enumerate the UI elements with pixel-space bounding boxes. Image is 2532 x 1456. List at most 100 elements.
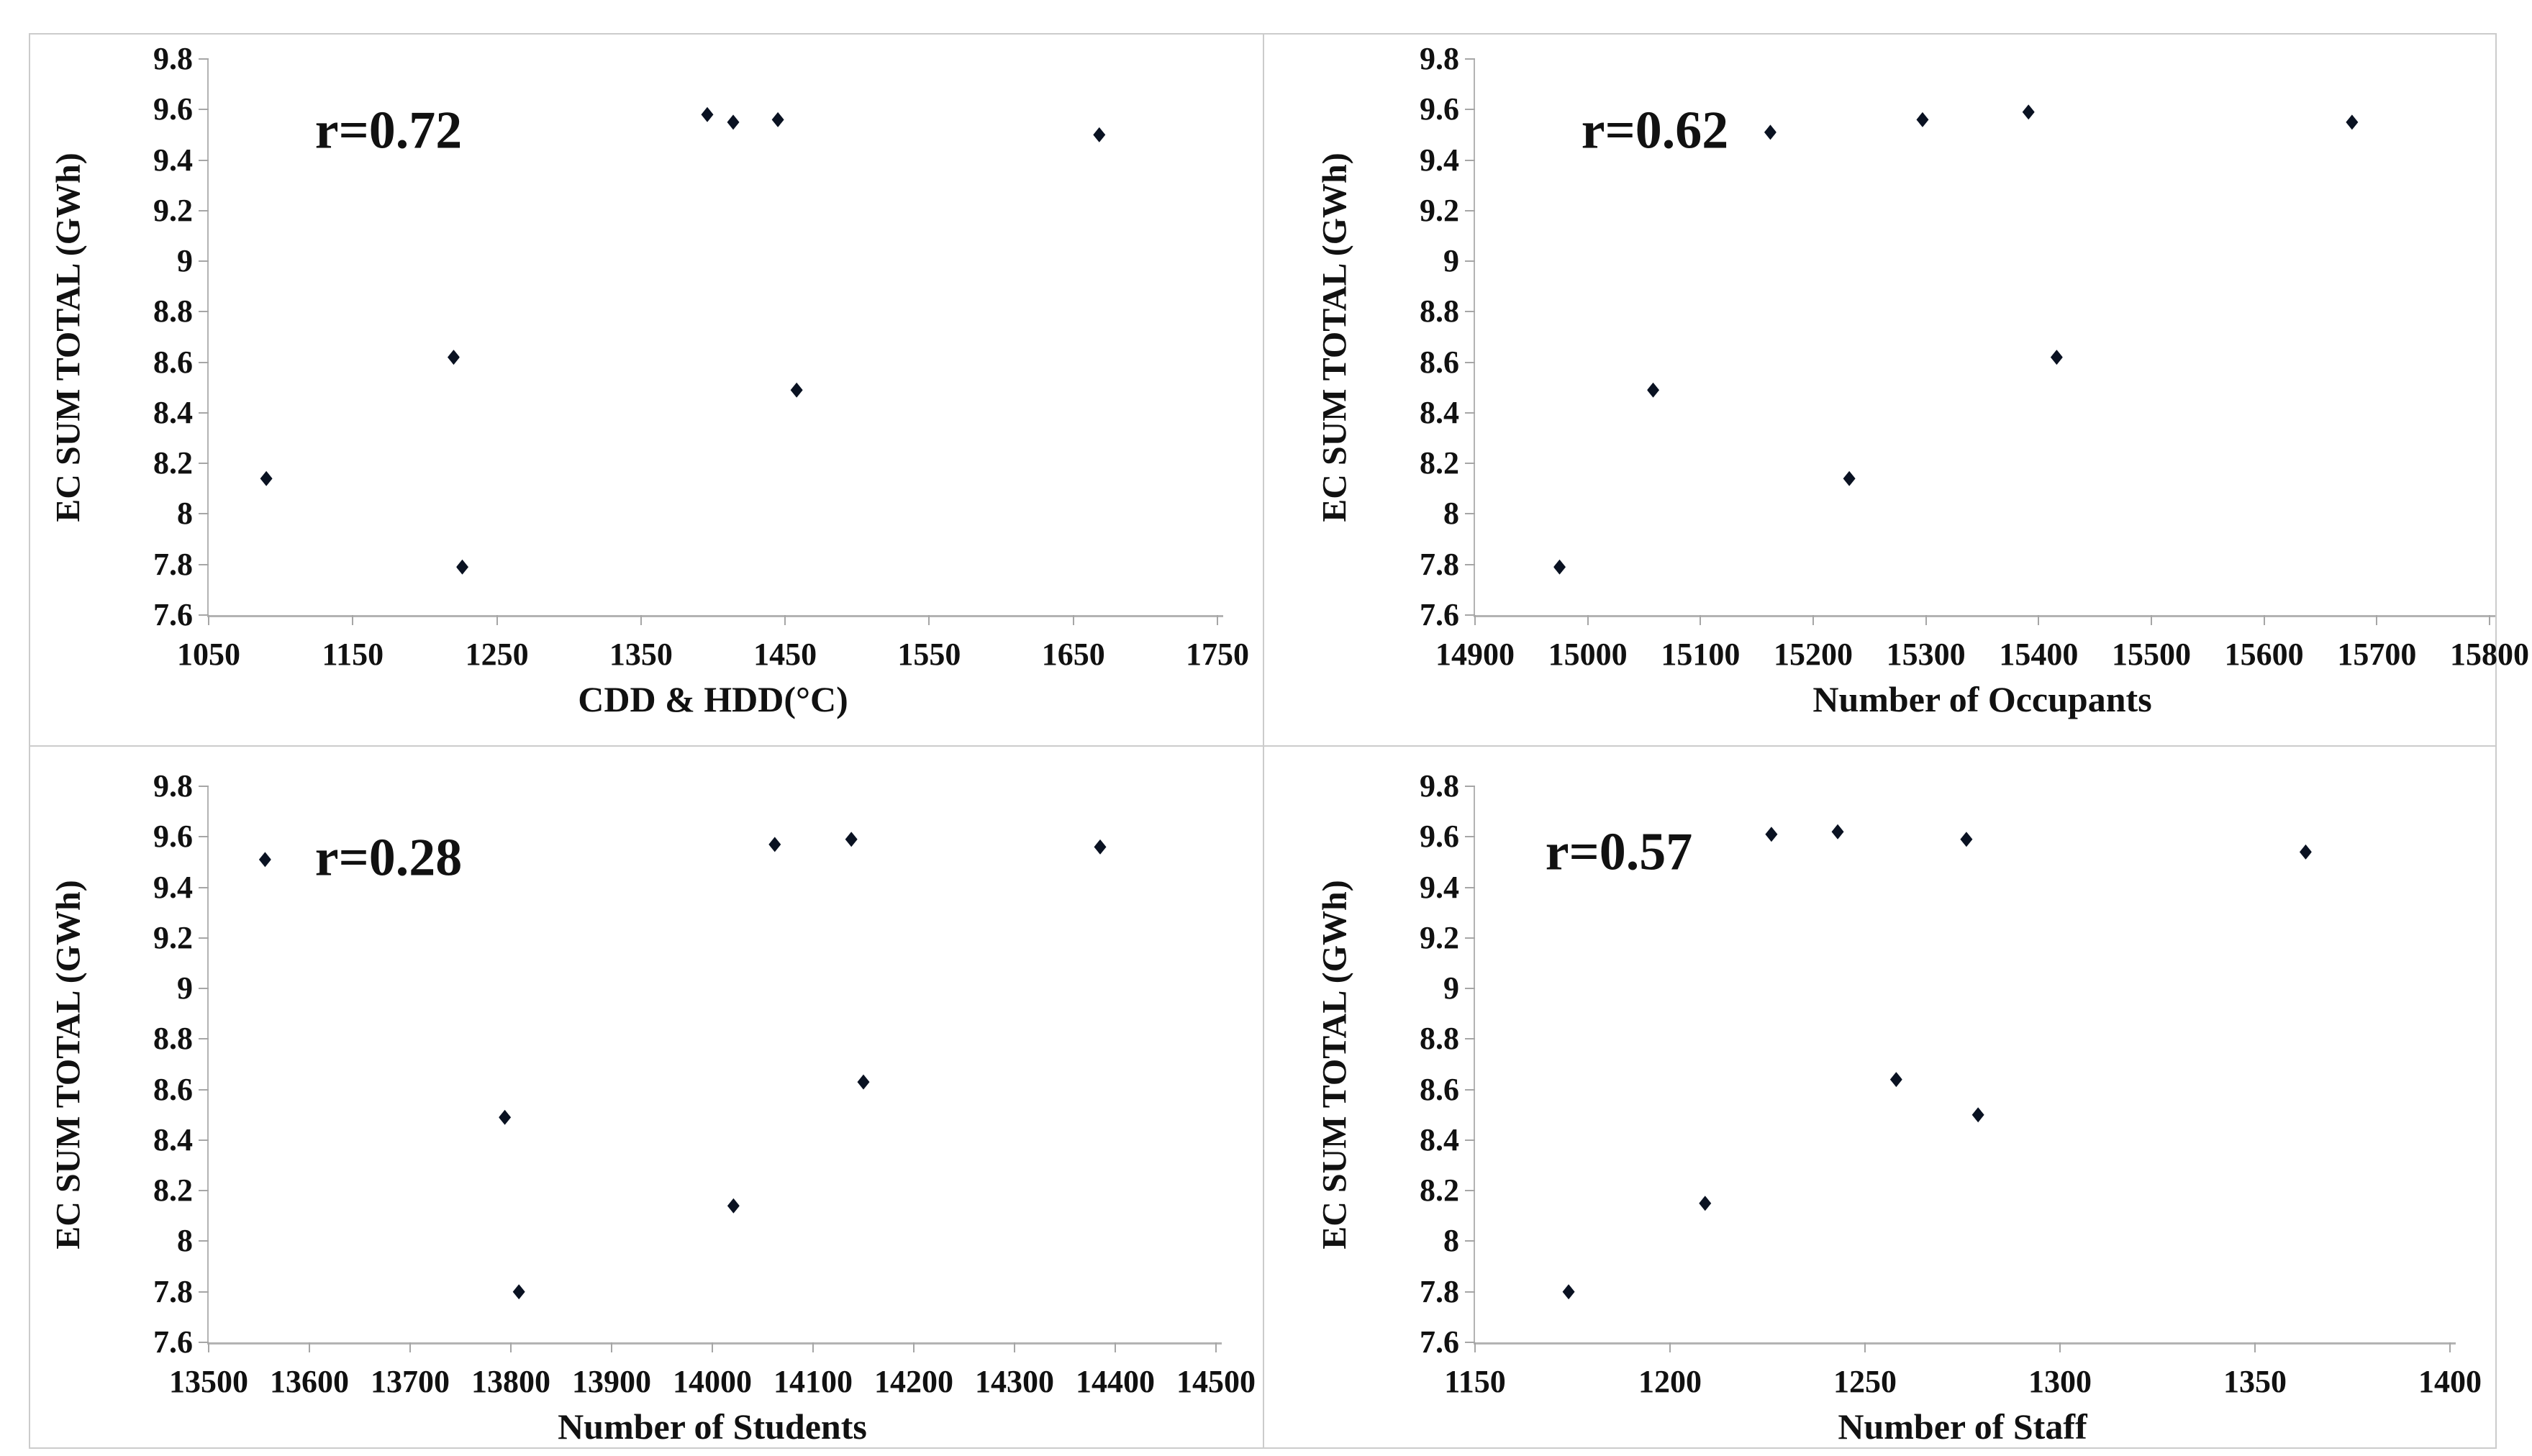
x-tick-label: 14000: [673, 1364, 752, 1399]
y-tick-label: 8.2: [153, 1173, 193, 1209]
y-tick-label: 9.6: [153, 91, 193, 127]
y-tick-label: 9: [1443, 970, 1459, 1006]
y-tick-mark: [1465, 260, 1475, 263]
y-tick-label: 9.2: [1420, 192, 1459, 228]
y-tick-label: 8: [1443, 1223, 1459, 1259]
y-tick-mark: [199, 513, 209, 515]
y-tick-mark: [1465, 1139, 1475, 1141]
data-point-marker: [1094, 839, 1107, 855]
x-axis-line: [1474, 1342, 2456, 1344]
y-tick-label: 9.4: [1420, 142, 1459, 178]
data-point-marker: [260, 470, 273, 486]
x-tick-mark: [913, 1342, 915, 1352]
y-tick-mark: [1465, 1240, 1475, 1242]
x-tick-label: 1050: [177, 637, 240, 672]
y-tick-mark: [199, 1190, 209, 1192]
y-axis-title: EC SUM TOTAL (GWh): [49, 153, 88, 522]
y-tick-label: 8.6: [1420, 344, 1459, 380]
y-tick-mark: [1465, 614, 1475, 616]
data-point-marker: [2299, 844, 2312, 860]
data-point-marker: [512, 1284, 525, 1300]
x-tick-label: 15500: [2112, 637, 2191, 672]
x-tick-label: 1400: [2418, 1364, 2482, 1399]
data-point-marker: [1562, 1284, 1575, 1300]
y-tick-mark: [1465, 1291, 1475, 1293]
y-tick-label: 7.8: [1420, 546, 1459, 582]
y-tick-label: 9: [1443, 243, 1459, 279]
x-tick-label: 13500: [169, 1364, 248, 1399]
y-tick-label: 8.2: [153, 445, 193, 481]
data-point-marker: [456, 559, 468, 575]
y-tick-mark: [199, 1342, 209, 1343]
x-tick-mark: [1700, 615, 1702, 625]
y-tick-mark: [199, 886, 209, 888]
x-tick-label: 13700: [371, 1364, 450, 1399]
scatter-panel-staff: r=0.57 EC SUM TOTAL (GWh) Number of Staf…: [1266, 727, 2532, 1455]
y-tick-label: 8.8: [1420, 294, 1459, 329]
x-tick-mark: [1474, 615, 1476, 625]
data-point-marker: [1889, 1072, 1902, 1088]
x-tick-label: 13800: [471, 1364, 550, 1399]
data-point-marker: [1831, 824, 1844, 840]
y-tick-mark: [1465, 311, 1475, 313]
y-tick-label: 8.8: [1420, 1021, 1459, 1057]
data-point-marker: [499, 1109, 512, 1125]
x-tick-label: 1150: [322, 637, 384, 672]
y-tick-label: 9.6: [1420, 819, 1459, 855]
data-point-marker: [771, 112, 784, 127]
y-tick-mark: [199, 311, 209, 313]
panel-divider-horizontal: [29, 745, 2495, 747]
y-tick-mark: [199, 361, 209, 363]
x-tick-mark: [1115, 1342, 1116, 1352]
y-tick-label: 9.2: [153, 919, 193, 955]
y-tick-mark: [199, 1139, 209, 1141]
x-tick-mark: [1215, 1342, 1217, 1352]
data-point-marker: [845, 832, 858, 847]
data-point-marker: [2022, 104, 2035, 120]
data-point-marker: [768, 837, 781, 852]
data-point-marker: [790, 382, 803, 398]
data-point-marker: [727, 1198, 740, 1214]
x-tick-mark: [1014, 1342, 1015, 1352]
x-tick-label: 1350: [609, 637, 673, 672]
y-tick-label: 7.6: [153, 597, 193, 632]
x-tick-label: 15700: [2337, 637, 2417, 672]
x-tick-mark: [2151, 615, 2152, 625]
y-tick-mark: [1465, 1088, 1475, 1091]
x-tick-label: 1450: [753, 637, 817, 672]
x-axis-line: [207, 1342, 1222, 1344]
x-tick-mark: [309, 1342, 310, 1352]
x-tick-label: 13900: [572, 1364, 651, 1399]
x-tick-label: 13600: [270, 1364, 349, 1399]
y-tick-mark: [199, 58, 209, 60]
correlation-coefficient-label: r=0.28: [314, 828, 463, 888]
y-tick-mark: [199, 1291, 209, 1293]
y-tick-label: 9: [177, 243, 193, 279]
x-tick-label: 1750: [1186, 637, 1249, 672]
x-tick-mark: [2376, 615, 2378, 625]
y-tick-label: 9.6: [1420, 91, 1459, 127]
y-tick-label: 7.6: [1420, 597, 1459, 632]
x-tick-mark: [496, 615, 498, 625]
y-tick-label: 8.6: [1420, 1071, 1459, 1107]
y-tick-mark: [1465, 411, 1475, 414]
y-axis-line: [207, 59, 209, 617]
y-tick-mark: [1465, 1038, 1475, 1040]
y-tick-label: 7.8: [1420, 1273, 1459, 1309]
y-tick-mark: [199, 1088, 209, 1091]
x-tick-label: 1150: [1444, 1364, 1506, 1399]
y-tick-mark: [1465, 109, 1475, 111]
y-tick-mark: [199, 109, 209, 111]
x-tick-label: 1350: [2223, 1364, 2287, 1399]
y-tick-mark: [1465, 563, 1475, 565]
y-tick-label: 8.4: [1420, 394, 1459, 430]
x-tick-label: 15100: [1661, 637, 1741, 672]
data-point-marker: [1916, 112, 1929, 127]
scatter-panel-occupants: r=0.62 EC SUM TOTAL (GWh) Number of Occu…: [1266, 0, 2532, 728]
x-tick-mark: [208, 615, 209, 625]
y-axis-title: EC SUM TOTAL (GWh): [1315, 153, 1354, 522]
x-axis-title: Number of Students: [558, 1406, 867, 1447]
y-axis-line: [1474, 59, 1475, 617]
x-tick-label: 1650: [1041, 637, 1105, 672]
y-tick-label: 8: [177, 496, 193, 532]
